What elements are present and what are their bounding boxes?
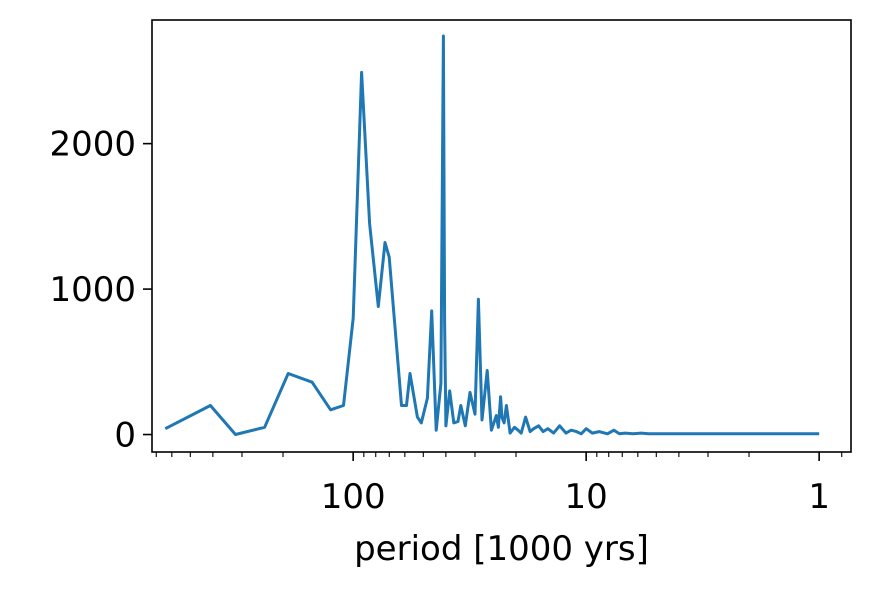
- plot-area: [164, 34, 820, 436]
- x-axis-label: period [1000 yrs]: [354, 529, 649, 569]
- y-tick-label: 2000: [49, 125, 136, 165]
- y-tick-label: 0: [114, 416, 136, 456]
- x-axis-ticks: 100 10 1: [321, 452, 830, 517]
- axes-frame: [151, 19, 852, 453]
- x-tick-label: 100: [321, 477, 386, 517]
- y-tick-label: 1000: [49, 270, 136, 310]
- x-tick-label: 10: [565, 477, 608, 517]
- x-tick-label: 1: [808, 477, 830, 517]
- y-axis-ticks: 0 1000 2000: [49, 125, 152, 456]
- x-minor-ticks: [155, 452, 843, 457]
- data-series-line: [164, 34, 820, 436]
